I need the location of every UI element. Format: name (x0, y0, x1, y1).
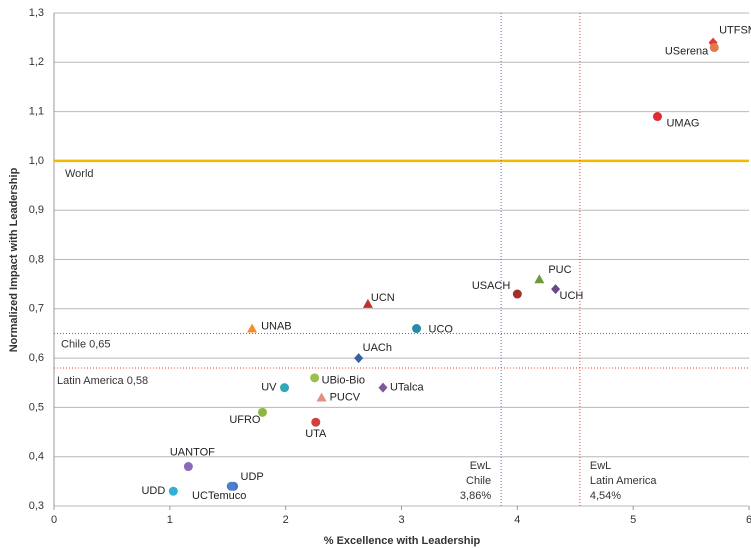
x-tick-label: 5 (630, 514, 636, 526)
point (258, 407, 267, 417)
point-label: USerena (665, 45, 709, 57)
y-tick-label: 1,1 (29, 106, 44, 118)
point (280, 383, 290, 393)
point-label: UTFSM (719, 24, 751, 36)
point-label: UNAB (261, 320, 292, 332)
x-tick-label: 4 (514, 514, 520, 526)
point (310, 373, 320, 383)
point-label: UCO (429, 323, 454, 335)
point-label: UDP (241, 471, 264, 483)
x-tick-label: 6 (746, 514, 751, 526)
point-label: UANTOF (170, 446, 215, 458)
point (512, 289, 522, 299)
x-tick-label: 0 (51, 514, 57, 526)
point-label: UTalca (390, 382, 425, 394)
point (316, 392, 327, 402)
point-label: UBio-Bio (322, 375, 365, 387)
reference-label: EwL (590, 460, 611, 472)
point-label: UDD (141, 485, 165, 497)
point-label: PUCV (330, 391, 361, 403)
point (247, 323, 258, 333)
x-tick-label: 3 (398, 514, 404, 526)
y-tick-label: 0,7 (29, 303, 44, 315)
point (534, 274, 545, 284)
point-label: UMAG (666, 117, 699, 129)
point (168, 486, 178, 496)
x-tick-label: 2 (283, 514, 289, 526)
point (412, 324, 422, 334)
point-label: UTA (305, 428, 327, 440)
reference-label: EwL (470, 460, 491, 472)
y-tick-label: 0,4 (29, 451, 44, 463)
point (311, 417, 321, 427)
y-axis-title: Normalized Impact with Leadership (8, 167, 20, 352)
point (652, 112, 662, 122)
y-tick-label: 0,8 (29, 253, 44, 265)
reference-label: Chile 0,65 (61, 338, 111, 350)
point-label: UCN (371, 292, 395, 304)
y-tick-label: 1,0 (29, 155, 44, 167)
reference-label: 3,86% (460, 490, 491, 502)
reference-label: 4,54% (590, 490, 621, 502)
reference-label: Latin America 0,58 (57, 375, 148, 387)
point-label: UCTemuco (192, 490, 246, 502)
point (354, 353, 364, 364)
point-label: UV (261, 382, 277, 394)
y-tick-label: 0,6 (29, 352, 44, 364)
y-tick-label: 0,3 (29, 500, 44, 512)
y-tick-label: 0,9 (29, 204, 44, 216)
y-tick-label: 1,2 (29, 56, 44, 68)
point-label: UCH (560, 290, 584, 302)
point (551, 284, 561, 295)
x-tick-label: 1 (167, 514, 173, 526)
y-tick-label: 1,3 (29, 7, 44, 19)
point-label: USACH (472, 280, 511, 292)
point (362, 298, 373, 308)
reference-label: World (65, 168, 94, 180)
point-label: UFRO (229, 414, 261, 426)
point (378, 382, 388, 393)
reference-label: Chile (466, 475, 491, 487)
x-axis-title: % Excellence with Leadership (324, 535, 481, 547)
point-label: PUC (548, 264, 571, 276)
point (226, 481, 236, 491)
point-label: UACh (363, 342, 392, 354)
reference-label: Latin America (590, 475, 658, 487)
point (183, 462, 193, 472)
y-tick-label: 0,5 (29, 401, 44, 413)
point (709, 43, 719, 53)
